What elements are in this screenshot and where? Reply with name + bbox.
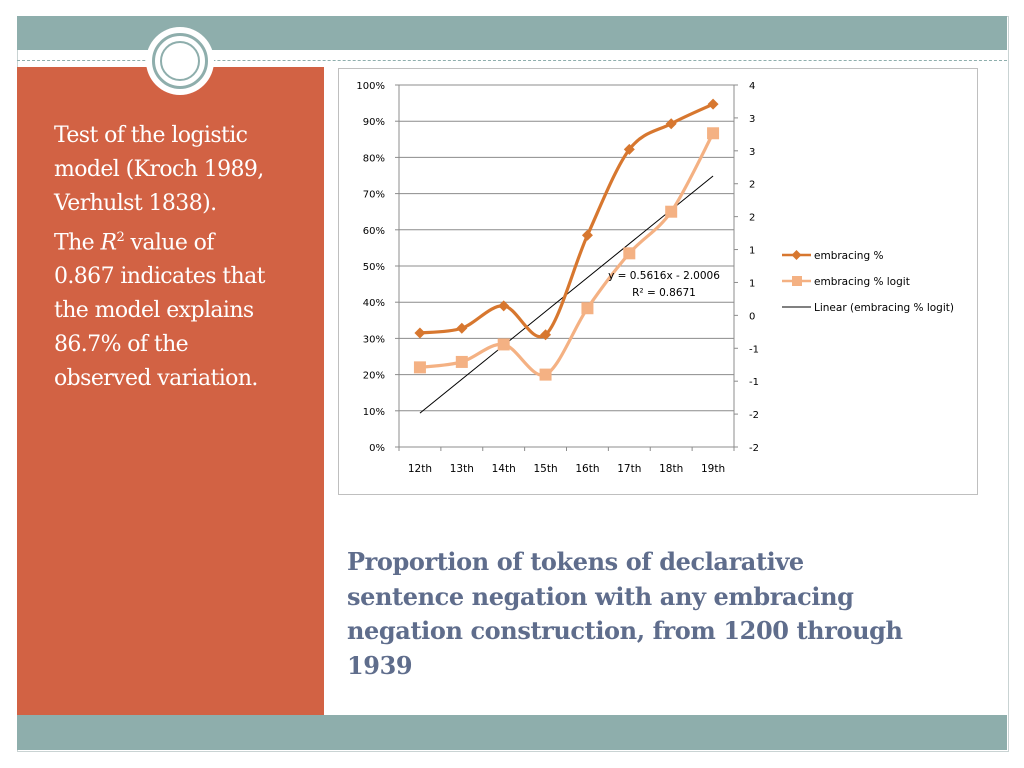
legend-swatch-marker — [791, 250, 802, 260]
embracing-point — [581, 229, 593, 241]
left-tick-label: 80% — [363, 153, 385, 164]
logit-point — [455, 355, 468, 368]
caption-line: negation construction, from 1200 through — [347, 616, 903, 645]
r-superscript: 2 — [116, 230, 125, 245]
left-tick-label: 10% — [363, 407, 385, 418]
right-tick-label: 3 — [749, 114, 755, 125]
left-tick-label: 20% — [363, 371, 385, 382]
left-tick-label: 60% — [363, 226, 385, 237]
logit-point — [539, 368, 552, 381]
legend-label: embracing % logit — [814, 276, 910, 288]
description-line: 86.7% of the — [54, 332, 189, 358]
logit-point — [413, 361, 426, 374]
description-line: The R2 value of — [54, 221, 316, 260]
right-tick-label: 2 — [749, 180, 755, 191]
x-tick-label: 14th — [492, 463, 516, 475]
x-tick-label: 13th — [450, 463, 474, 475]
line-chart: 0% 10% 20% 30% 40% 50% 60% 70% 80% 90% 100% -2 -2 -1 -… — [356, 81, 954, 475]
embracing-point — [623, 143, 635, 155]
trendline-equation: y = 0.5616x - 2.0006 — [608, 270, 720, 282]
right-tick-label: 0 — [749, 311, 755, 322]
trendline-r-squared: R² = 0.8671 — [632, 287, 696, 299]
left-tick-label: 90% — [363, 117, 385, 128]
left-tick-label: 40% — [363, 298, 385, 309]
right-tick-label: -2 — [749, 410, 759, 421]
x-tick-label: 17th — [617, 463, 641, 475]
description-line: Verhulst 1838). — [54, 191, 217, 216]
side-panel — [17, 67, 324, 715]
legend-label: embracing % — [814, 250, 883, 262]
header-divider — [17, 60, 1007, 61]
description-line: model (Kroch 1989, — [54, 157, 264, 182]
embracing-point — [540, 329, 552, 341]
description-line: observed variation. — [54, 366, 258, 392]
legend-swatch-marker — [792, 276, 802, 286]
embracing-point — [456, 322, 468, 334]
model-description: Test of the logistic model (Kroch 1989, … — [54, 119, 316, 396]
right-tick-label: -1 — [749, 344, 759, 355]
chart-container: 0% 10% 20% 30% 40% 50% 60% 70% 80% 90% 100% -2 -2 -1 -… — [338, 68, 978, 495]
caption-line: sentence negation with any embracing — [347, 581, 854, 611]
x-tick-label: 18th — [659, 463, 683, 475]
description-line: 0.867 indicates that — [54, 264, 265, 290]
logit-point — [623, 247, 636, 260]
embracing-point — [498, 300, 510, 312]
x-tick-label: 16th — [575, 463, 599, 475]
x-tick-label: 19th — [701, 463, 725, 475]
embracing-point — [414, 327, 426, 339]
right-tick-label: -2 — [749, 443, 759, 454]
left-tick-label: 70% — [363, 190, 385, 201]
logit-point — [707, 127, 720, 140]
left-tick-label: 30% — [363, 334, 385, 345]
legend-label: Linear (embracing % logit) — [814, 302, 954, 314]
right-tick-label: 4 — [749, 81, 755, 92]
r-symbol: R — [100, 230, 117, 256]
right-tick-label: 3 — [749, 147, 755, 158]
right-tick-label: 2 — [749, 213, 755, 224]
caption-line: 1939 — [347, 650, 413, 680]
description-line: Test of the logistic — [54, 123, 248, 148]
left-tick-label: 50% — [363, 262, 385, 273]
logit-point — [665, 205, 678, 218]
caption-line: Proportion of tokens of declarative — [347, 547, 804, 576]
left-tick-label: 0% — [369, 443, 385, 454]
slide-caption: Proportion of tokens of declarative sent… — [347, 545, 987, 683]
series-line-logit — [419, 132, 715, 377]
circle-ornament-inner-ring — [160, 41, 200, 81]
x-tick-label: 15th — [533, 463, 557, 475]
right-tick-label: -1 — [749, 377, 759, 388]
description-line: the model explains — [54, 298, 254, 324]
logit-point — [581, 302, 594, 315]
x-tick-label: 12th — [408, 463, 432, 475]
left-tick-label: 100% — [356, 81, 385, 92]
embracing-point — [665, 118, 677, 130]
logit-point — [497, 338, 510, 351]
description-text: value of — [124, 230, 215, 256]
embracing-point — [707, 98, 719, 110]
right-tick-label: 1 — [749, 278, 755, 289]
description-text: The — [54, 230, 101, 256]
footer-band — [17, 715, 1007, 750]
right-tick-label: 1 — [749, 246, 755, 257]
series-line-embracing — [419, 102, 714, 339]
